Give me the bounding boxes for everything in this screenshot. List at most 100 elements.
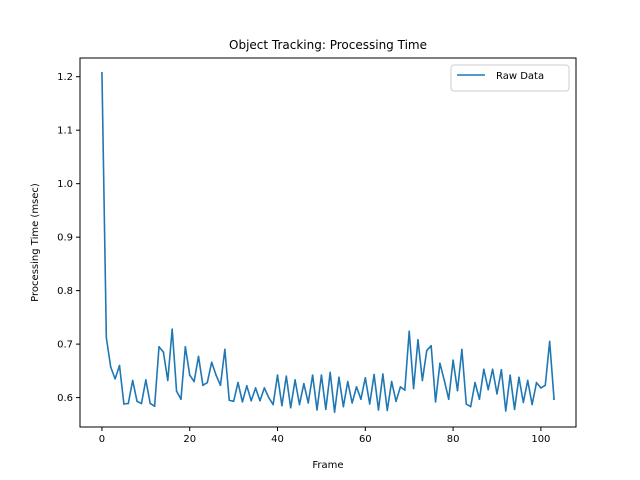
data-point	[228, 399, 231, 402]
data-point	[153, 405, 156, 407]
data-point	[360, 398, 362, 400]
data-point	[311, 374, 314, 376]
data-point	[465, 403, 468, 405]
y-axis-ticks: 0.6 0.7 0.8 0.9 1.0 1.1 1.2	[57, 72, 80, 404]
y-tick-label: 1.0	[57, 179, 73, 190]
y-tick-label: 1.1	[57, 126, 73, 137]
data-point	[325, 408, 327, 411]
data-point	[544, 384, 547, 387]
x-axis-ticks: 0 20 40 60 80 100	[99, 427, 550, 445]
y-tick-label: 0.7	[57, 340, 73, 351]
data-point	[303, 382, 305, 385]
data-point	[342, 405, 345, 408]
data-point	[518, 376, 520, 379]
data-point	[329, 371, 331, 374]
data-point	[276, 374, 279, 376]
data-point	[162, 351, 165, 353]
legend: Raw Data	[450, 64, 570, 92]
data-point	[109, 366, 112, 368]
data-point	[531, 403, 533, 406]
data-point	[425, 349, 428, 352]
y-tick-label: 0.8	[57, 286, 73, 297]
data-point	[513, 408, 516, 411]
chart-title: Object Tracking: Processing Time	[229, 38, 427, 52]
data-point	[474, 381, 476, 384]
data-point	[232, 400, 235, 403]
data-point	[430, 344, 432, 347]
y-tick-label: 0.9	[57, 233, 73, 244]
data-point	[215, 374, 217, 376]
data-point	[166, 379, 169, 382]
data-point	[294, 379, 296, 381]
data-point	[386, 409, 389, 412]
data-point	[399, 386, 402, 388]
data-point	[469, 405, 472, 408]
data-point	[417, 339, 419, 341]
data-point	[382, 373, 384, 375]
data-point	[487, 388, 490, 391]
data-point	[254, 387, 257, 389]
data-point	[197, 355, 200, 358]
data-point	[285, 375, 288, 378]
data-point	[307, 402, 310, 404]
data-point	[320, 374, 323, 376]
data-point	[219, 384, 222, 387]
data-point	[171, 328, 173, 330]
x-tick-label: 40	[271, 434, 284, 445]
data-point	[496, 393, 498, 395]
data-point	[289, 406, 292, 409]
x-axis-title: Frame	[312, 460, 343, 471]
x-tick-label: 0	[99, 434, 105, 445]
data-point	[434, 401, 437, 403]
data-point	[483, 368, 485, 371]
data-point	[355, 386, 358, 388]
data-point	[364, 377, 367, 379]
data-point	[447, 398, 450, 400]
data-point	[535, 381, 538, 384]
y-axis-title: Processing Time (msec)	[30, 183, 41, 302]
data-point	[184, 345, 187, 348]
plot-frame	[79, 57, 577, 428]
data-point	[540, 387, 542, 389]
data-point	[346, 380, 349, 383]
data-point	[522, 401, 525, 404]
data-point	[408, 330, 411, 333]
data-point	[368, 403, 371, 405]
data-point	[553, 398, 555, 400]
data-point	[373, 373, 375, 376]
legend-box	[450, 64, 570, 92]
data-point	[180, 398, 182, 400]
data-point	[443, 379, 446, 382]
data-point	[193, 380, 195, 383]
data-point	[149, 402, 152, 405]
data-point	[210, 361, 213, 364]
data-point	[127, 402, 130, 405]
x-tick-label: 100	[531, 434, 550, 445]
legend-label: Raw Data	[496, 71, 544, 82]
data-point	[202, 384, 204, 387]
data-point	[478, 398, 481, 400]
data-point	[140, 402, 143, 405]
x-tick-label: 20	[183, 434, 196, 445]
data-point	[395, 400, 397, 403]
data-point	[118, 364, 121, 367]
data-point	[452, 359, 454, 361]
data-point	[377, 409, 380, 411]
data-point	[206, 381, 209, 384]
x-tick-label: 80	[447, 434, 460, 445]
data-point	[267, 396, 270, 399]
data-point	[456, 389, 459, 392]
data-point	[259, 400, 261, 402]
data-point	[272, 403, 274, 406]
data-point	[136, 400, 138, 403]
data-point	[105, 336, 108, 339]
data-point	[439, 362, 441, 365]
data-point	[131, 379, 134, 382]
data-point	[504, 410, 507, 412]
data-point	[298, 403, 301, 406]
data-point	[316, 409, 318, 411]
data-point	[145, 379, 147, 381]
data-point	[123, 403, 125, 405]
data-point	[548, 340, 551, 343]
